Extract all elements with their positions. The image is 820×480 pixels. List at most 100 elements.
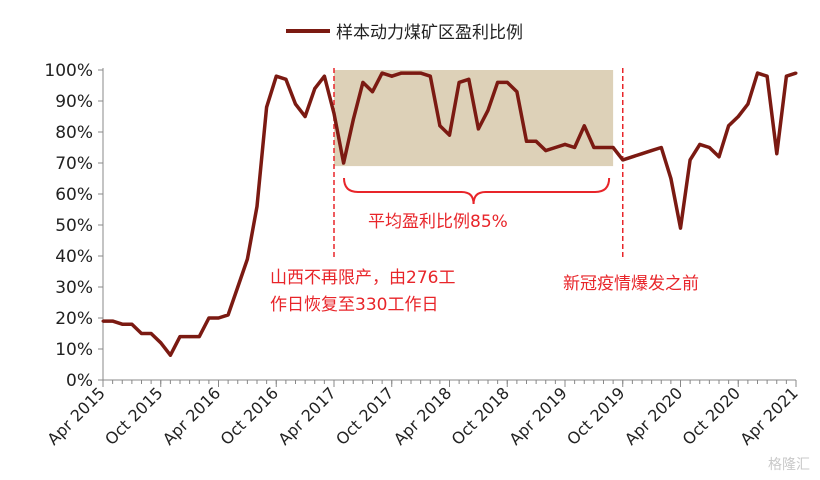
x-tick-label: Oct 2017: [332, 383, 397, 448]
x-tick-label: Apr 2016: [159, 383, 224, 448]
data-point: [140, 332, 143, 335]
data-point: [390, 74, 394, 78]
data-point: [178, 335, 182, 339]
data-point: [284, 77, 288, 81]
data-point: [650, 149, 654, 153]
data-point: [563, 142, 567, 146]
data-point: [111, 319, 115, 323]
data-point: [659, 146, 663, 149]
data-point: [784, 74, 788, 78]
x-tick-label: Apr 2021: [736, 383, 801, 448]
data-point: [794, 71, 798, 75]
data-point: [727, 124, 731, 128]
data-point: [342, 161, 346, 165]
data-point: [679, 226, 682, 230]
y-tick-label: 30%: [55, 278, 93, 298]
data-point: [621, 158, 625, 162]
x-tick-label: Apr 2017: [274, 383, 339, 448]
data-point: [592, 146, 596, 149]
data-point: [313, 87, 317, 91]
x-tick-label: Oct 2019: [563, 383, 628, 448]
data-point: [207, 316, 211, 320]
watermark: 格隆汇: [768, 457, 810, 473]
y-tick-label: 20%: [55, 309, 93, 329]
x-tick-label: Apr 2019: [505, 383, 570, 448]
y-tick-label: 90%: [55, 92, 93, 112]
y-tick-label: 80%: [55, 123, 93, 143]
y-tick-label: 10%: [55, 340, 93, 360]
data-point: [419, 71, 423, 75]
data-point: [226, 313, 230, 317]
data-point: [582, 124, 586, 128]
y-tick-label: 50%: [55, 216, 93, 236]
data-point: [255, 204, 259, 208]
data-point: [669, 177, 673, 180]
data-point: [544, 149, 548, 153]
y-tick-label: 0%: [66, 371, 93, 391]
average-brace: [343, 177, 611, 205]
data-point: [236, 285, 240, 289]
data-point: [476, 127, 480, 131]
pre-covid-annotation: 新冠疫情爆发之前: [563, 274, 699, 294]
data-point: [765, 74, 769, 78]
data-point: [515, 90, 519, 94]
data-point: [438, 124, 442, 128]
data-point: [534, 139, 538, 143]
data-point: [756, 71, 759, 75]
data-point: [245, 257, 249, 261]
data-point: [380, 71, 384, 75]
data-point: [573, 146, 577, 149]
y-tick-label: 60%: [55, 185, 93, 205]
data-point: [351, 118, 355, 122]
data-point: [553, 146, 557, 149]
data-point: [457, 80, 461, 84]
x-tick-label: Apr 2018: [390, 383, 455, 448]
y-tick-label: 70%: [55, 154, 93, 174]
data-point: [332, 111, 336, 115]
data-point: [602, 146, 605, 149]
data-point: [630, 155, 634, 159]
highlight-band: [334, 70, 614, 167]
data-point: [399, 71, 403, 75]
data-point: [611, 146, 615, 149]
data-point: [101, 319, 105, 323]
y-tick-label: 40%: [55, 247, 93, 267]
average-profit-annotation: 平均盈利比例85%: [368, 212, 508, 232]
data-point: [274, 74, 278, 78]
data-point: [159, 341, 163, 345]
y-tick-label: 100%: [44, 61, 93, 81]
data-point: [361, 80, 365, 84]
data-point: [707, 146, 711, 149]
data-point: [322, 74, 326, 78]
x-tick-label: Oct 2020: [679, 383, 744, 448]
legend-line-swatch: [286, 28, 330, 33]
data-point: [486, 108, 490, 112]
data-point: [717, 155, 721, 159]
data-point: [505, 80, 509, 84]
data-point: [265, 105, 269, 109]
data-point: [188, 335, 192, 339]
data-point: [428, 74, 432, 78]
data-point: [217, 316, 220, 320]
x-tick-label: Oct 2016: [217, 383, 282, 448]
legend-label: 样本动力煤矿区盈利比例: [336, 23, 523, 43]
shanxi-annotation-line2: 作日恢复至330工作日: [270, 295, 439, 315]
data-point: [294, 102, 297, 106]
data-point: [525, 139, 528, 143]
data-point: [688, 158, 692, 162]
data-point: [371, 90, 374, 94]
data-point: [448, 133, 451, 137]
data-point: [130, 322, 134, 326]
data-point: [736, 115, 740, 118]
data-point: [640, 152, 644, 156]
x-tick-label: Oct 2018: [448, 383, 513, 448]
data-point: [496, 80, 500, 84]
x-tick-label: Oct 2015: [101, 383, 166, 448]
data-point: [149, 332, 153, 335]
data-point: [775, 152, 779, 156]
legend: 样本动力煤矿区盈利比例: [286, 18, 523, 43]
data-point: [746, 102, 750, 106]
x-tick-label: Apr 2015: [43, 383, 108, 448]
x-tick-label: Apr 2020: [621, 383, 686, 448]
